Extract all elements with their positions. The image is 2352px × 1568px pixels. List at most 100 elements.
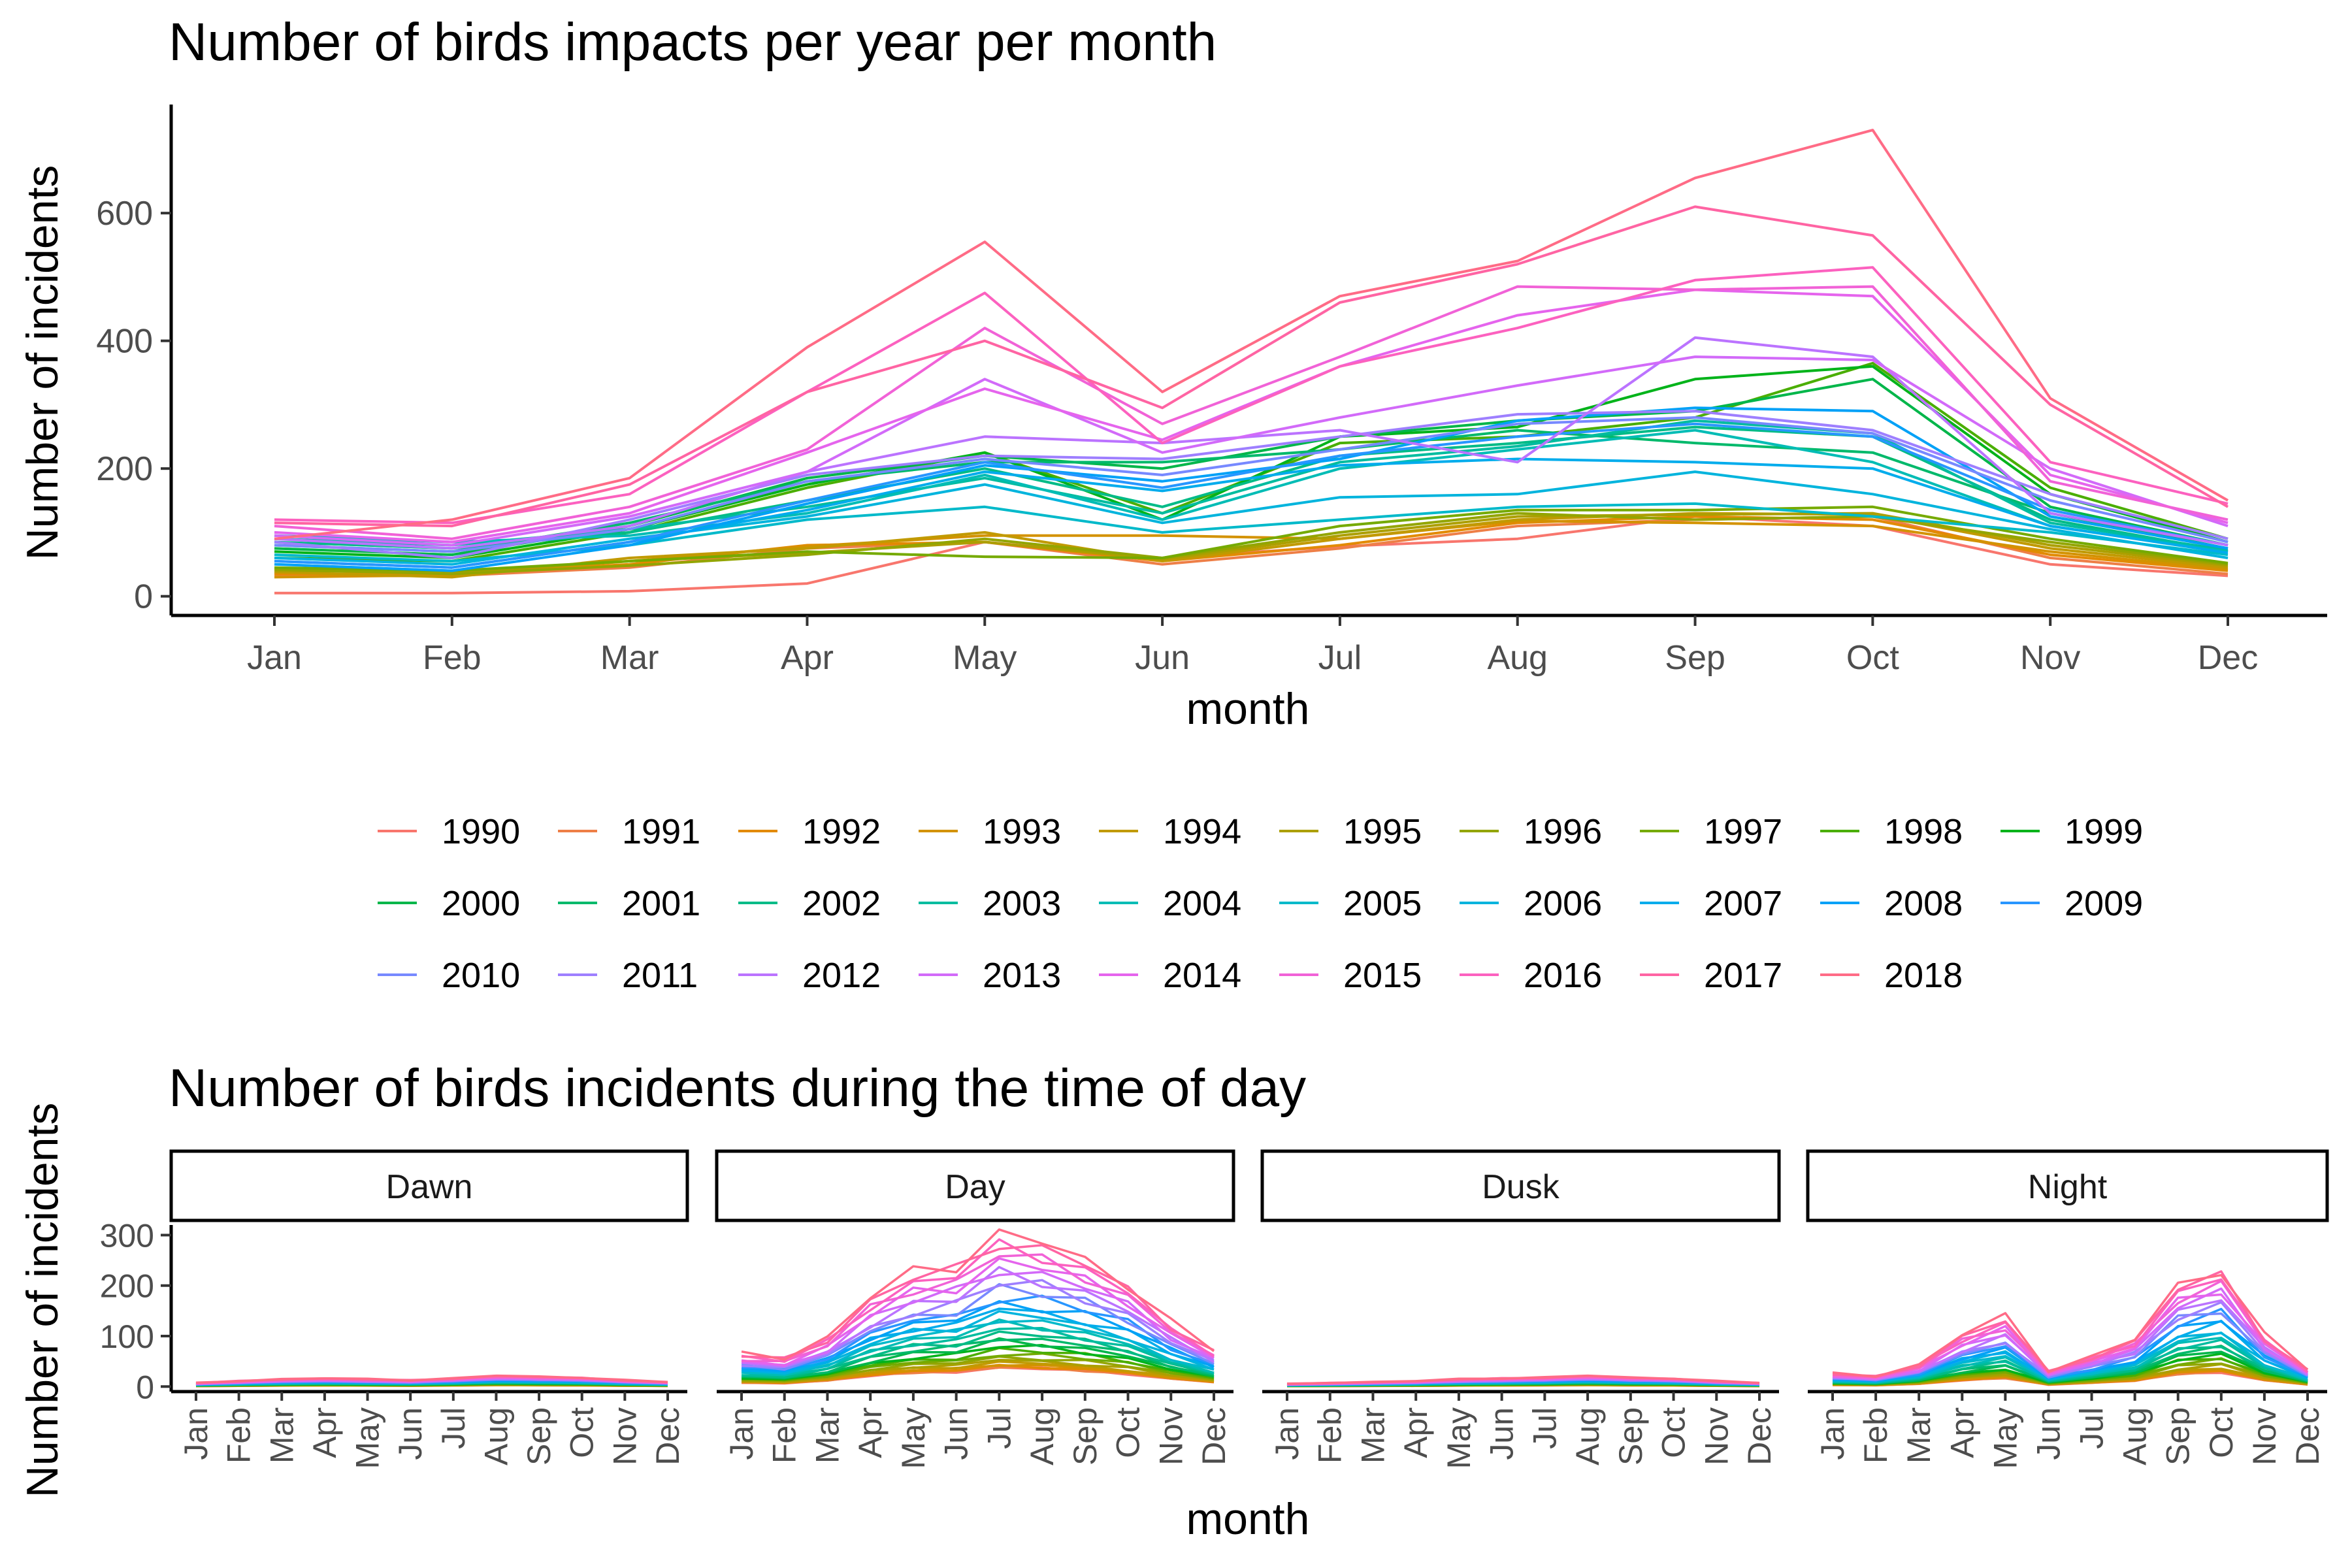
facet-series-line-2018 — [741, 1228, 1215, 1361]
top-chart-title: Number of birds impacts per year per mon… — [169, 12, 1217, 72]
legend-label: 1994 — [1163, 812, 1241, 851]
facet-series-line-2018 — [1832, 1273, 2309, 1378]
legend-item-2005: 2005 — [1279, 884, 1422, 923]
series-line-2011 — [274, 410, 2229, 559]
legend-item-2017: 2017 — [1640, 956, 1782, 995]
legend-item-2007: 2007 — [1640, 884, 1782, 923]
legend-label: 2012 — [802, 956, 881, 995]
legend-label: 1996 — [1524, 812, 1602, 851]
legend-item-1991: 1991 — [558, 812, 700, 851]
bottom-x-tick-label: Jun — [2030, 1407, 2066, 1460]
legend-label: 2002 — [802, 884, 881, 923]
legend-item-2011: 2011 — [558, 956, 698, 995]
bottom-y-tick-label: 300 — [100, 1217, 154, 1254]
bottom-x-tick-label: Mar — [263, 1407, 300, 1463]
facet-night: Night Jan Feb Mar Apr May Jun Jul Aug Sep Oct Nov De… — [1806, 1149, 2329, 1469]
bottom-x-tick-label: Sep — [521, 1407, 557, 1465]
legend-label: 2007 — [1704, 884, 1782, 923]
bottom-x-tick-label: Jul — [435, 1407, 472, 1449]
series-line-2016 — [274, 266, 2229, 525]
bottom-x-tick-label: May — [1441, 1407, 1477, 1469]
facet-series-line-2003 — [742, 1327, 1215, 1377]
series-line-2009 — [274, 422, 2229, 569]
legend-item-2003: 2003 — [919, 884, 1061, 923]
bottom-x-tick-label: Aug — [1024, 1407, 1060, 1465]
legend-label: 1999 — [2065, 812, 2143, 851]
series-line-2006 — [274, 470, 2229, 566]
facet-strip — [169, 1149, 689, 1222]
top-x-tick-label: Feb — [423, 639, 482, 677]
bottom-x-tick-label: Jan — [1814, 1407, 1851, 1460]
bottom-x-tick-label: Apr — [1397, 1407, 1434, 1458]
bottom-x-tick-label: Mar — [1901, 1407, 1937, 1463]
series-line-1991 — [274, 515, 2229, 578]
bottom-x-tick-label: Nov — [1698, 1407, 1735, 1465]
legend-item-2006: 2006 — [1460, 884, 1602, 923]
legend-label: 2004 — [1163, 884, 1241, 923]
series-line-2012 — [274, 336, 2229, 550]
legend-item-1997: 1997 — [1640, 812, 1782, 851]
legend-label: 2001 — [622, 884, 700, 923]
legend-label: 1995 — [1343, 812, 1422, 851]
legend-label: 2009 — [2065, 884, 2143, 923]
top-plot-area: 0 200 400 600 Jan Feb Mar Apr May Jun Jul Aug Sep Oct… — [96, 105, 2327, 677]
bottom-x-tick-label: Mar — [1354, 1407, 1391, 1463]
bottom-x-tick-label: Jan — [1269, 1407, 1305, 1460]
legend-item-2013: 2013 — [919, 956, 1061, 995]
legend-label: 2000 — [442, 884, 520, 923]
legend: 1990 1991 1992 1993 1994 1995 1996 1997 1998 1999… — [378, 812, 2143, 995]
bottom-y-tick-label: 200 — [100, 1268, 154, 1305]
series-line-2018 — [274, 129, 2229, 540]
top-x-tick-label: Mar — [600, 639, 659, 677]
bottom-x-tick-label: Dec — [2289, 1407, 2326, 1465]
facet-strip-label: Dawn — [386, 1168, 473, 1206]
legend-label: 2016 — [1524, 956, 1602, 995]
series-line-1997 — [274, 505, 2229, 572]
legend-label: 2017 — [1704, 956, 1782, 995]
top-y-tick-label: 200 — [96, 450, 153, 488]
facet-strip-label: Dusk — [1482, 1168, 1560, 1206]
legend-label: 2006 — [1524, 884, 1602, 923]
series-line-2017 — [274, 205, 2229, 528]
legend-item-1990: 1990 — [378, 812, 520, 851]
facet-series-line-2009 — [1832, 1307, 2308, 1382]
legend-item-1998: 1998 — [1820, 812, 1963, 851]
bottom-x-tick-label: Feb — [1857, 1407, 1894, 1463]
top-y-tick-label: 400 — [96, 323, 153, 361]
legend-item-2014: 2014 — [1099, 956, 1241, 995]
bottom-x-tick-label: Apr — [306, 1407, 343, 1458]
bottom-x-tick-label: Sep — [2160, 1407, 2197, 1465]
legend-item-1995: 1995 — [1279, 812, 1422, 851]
bottom-x-tick-label: Jul — [2074, 1407, 2110, 1449]
legend-item-2012: 2012 — [738, 956, 881, 995]
bottom-x-tick-label: May — [895, 1407, 932, 1469]
legend-item-2004: 2004 — [1099, 884, 1241, 923]
top-x-tick-label: Jun — [1135, 639, 1190, 677]
bottom-x-tick-label: Dec — [1196, 1407, 1232, 1465]
legend-item-2009: 2009 — [2001, 884, 2143, 923]
top-x-tick-label: Sep — [1665, 639, 1725, 677]
bottom-x-tick-label: Jun — [1484, 1407, 1520, 1460]
facet-series-line-2018 — [1286, 1374, 1760, 1385]
top-x-tick-label: Jan — [247, 639, 302, 677]
legend-item-1996: 1996 — [1460, 812, 1602, 851]
bottom-x-tick-label: Jul — [981, 1407, 1017, 1449]
bottom-x-tick-label: Aug — [478, 1407, 514, 1465]
legend-item-1993: 1993 — [919, 812, 1061, 851]
top-x-tick-label: Aug — [1487, 639, 1548, 677]
legend-item-2008: 2008 — [1820, 884, 1963, 923]
bottom-x-axis-title: month — [1186, 1494, 1310, 1544]
legend-label: 2008 — [1884, 884, 1963, 923]
top-x-tick-label: May — [953, 639, 1017, 677]
facet-strip-label: Day — [945, 1168, 1005, 1206]
legend-label: 2018 — [1884, 956, 1963, 995]
bottom-x-tick-label: Jul — [1526, 1407, 1563, 1449]
facet-dusk: Dusk Jan Feb Mar Apr May Jun Jul Aug Sep Oct Nov Dec — [1260, 1149, 1781, 1469]
bottom-x-tick-label: Dec — [649, 1407, 686, 1465]
facet-strip-label: Night — [2028, 1168, 2108, 1206]
bottom-x-tick-label: Oct — [1656, 1407, 1692, 1458]
legend-item-1992: 1992 — [738, 812, 881, 851]
facet-series-line-2013 — [741, 1271, 1215, 1366]
